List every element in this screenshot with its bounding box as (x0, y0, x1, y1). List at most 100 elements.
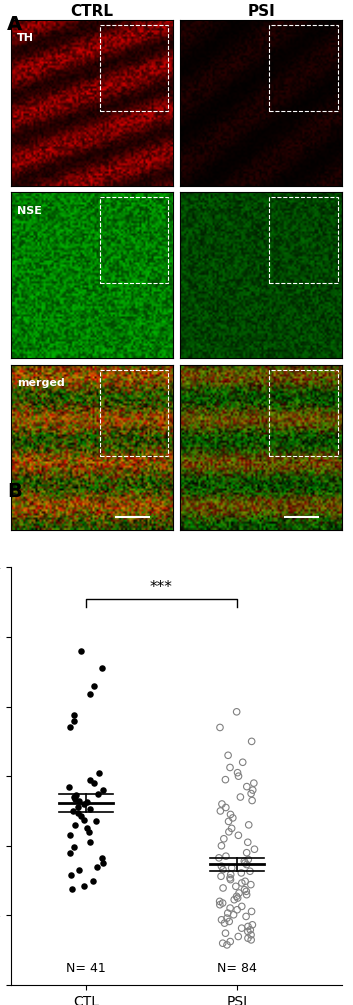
Point (70, 803, 76, 819)
Point (244, 779, 250, 795)
Point (72, 791, 77, 807)
Point (219, 796, 225, 812)
Point (249, 932, 254, 948)
Point (94, 858, 100, 874)
Point (76, 799, 81, 815)
Point (239, 865, 244, 881)
Point (245, 834, 251, 850)
Point (250, 782, 256, 798)
Point (216, 850, 222, 866)
Point (223, 926, 228, 942)
Point (248, 927, 254, 943)
Point (242, 855, 248, 871)
Point (233, 878, 239, 894)
Point (226, 824, 232, 840)
Text: TH: TH (17, 33, 34, 43)
Point (249, 793, 255, 809)
Point (223, 772, 228, 788)
Point (248, 876, 254, 892)
Text: merged: merged (17, 378, 65, 388)
Title: PSI: PSI (247, 4, 275, 19)
Point (234, 704, 239, 720)
Point (229, 820, 234, 836)
Point (82, 812, 87, 828)
Point (76, 793, 82, 809)
Bar (100, 370, 168, 456)
Point (243, 909, 249, 925)
Bar (100, 197, 168, 283)
Point (72, 817, 78, 833)
Point (220, 895, 226, 912)
Point (73, 787, 78, 803)
Point (231, 891, 237, 908)
Point (87, 834, 93, 850)
Point (235, 765, 240, 781)
Point (79, 643, 84, 659)
Point (223, 848, 229, 864)
Point (67, 844, 73, 860)
Point (71, 708, 76, 724)
Point (227, 870, 233, 886)
Text: B: B (7, 482, 22, 501)
Point (225, 748, 231, 764)
Text: N= 41: N= 41 (66, 963, 106, 975)
Point (226, 914, 232, 930)
Point (84, 794, 90, 810)
Point (220, 936, 226, 952)
Point (218, 868, 224, 884)
Point (236, 885, 242, 901)
Point (244, 844, 250, 860)
Point (220, 880, 226, 896)
Point (230, 810, 235, 826)
Point (246, 817, 252, 833)
Point (228, 866, 234, 882)
Point (217, 803, 223, 819)
Point (245, 924, 251, 940)
Point (71, 713, 76, 729)
Point (217, 896, 223, 913)
Point (227, 760, 233, 776)
Text: N= 84: N= 84 (217, 963, 257, 975)
Point (245, 919, 251, 935)
Point (95, 786, 101, 802)
Point (68, 867, 74, 883)
Point (231, 907, 237, 923)
Point (76, 805, 81, 821)
Point (244, 856, 250, 872)
Point (84, 820, 89, 836)
Text: A: A (7, 15, 22, 34)
Bar (269, 370, 337, 456)
Point (235, 890, 240, 907)
Point (221, 831, 227, 847)
Point (242, 873, 248, 889)
Point (245, 851, 251, 867)
Point (248, 786, 254, 802)
Title: CTRL: CTRL (70, 4, 113, 19)
Point (234, 888, 239, 904)
Point (87, 772, 92, 788)
Point (87, 686, 92, 702)
Point (100, 660, 105, 676)
Point (222, 916, 227, 932)
Point (100, 850, 105, 866)
Point (81, 796, 86, 812)
Point (81, 877, 86, 893)
Point (239, 921, 245, 937)
Point (86, 824, 92, 840)
Point (96, 765, 102, 781)
Text: ***: *** (150, 580, 173, 595)
Point (251, 775, 257, 791)
Point (87, 801, 93, 817)
Bar (100, 25, 168, 112)
Point (72, 789, 77, 805)
Point (70, 881, 75, 897)
Point (219, 912, 225, 928)
Point (100, 782, 106, 798)
Point (238, 789, 243, 805)
Point (235, 827, 241, 843)
Point (67, 827, 72, 843)
Point (239, 875, 245, 891)
Point (249, 903, 255, 920)
Point (241, 853, 247, 869)
Bar (269, 25, 337, 112)
